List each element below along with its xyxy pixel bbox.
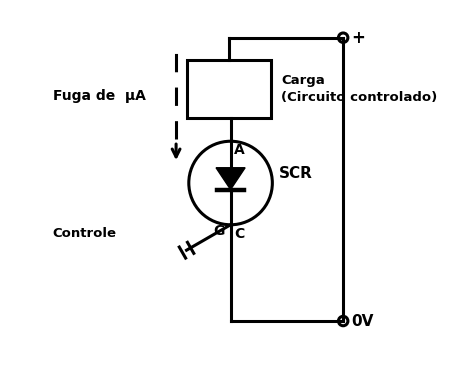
Text: Carga
(Circuito controlado): Carga (Circuito controlado): [282, 74, 438, 104]
Text: 0V: 0V: [351, 314, 374, 329]
Bar: [187, 60, 270, 117]
Text: G: G: [213, 224, 225, 238]
Circle shape: [339, 316, 348, 326]
Text: Controle: Controle: [53, 227, 117, 240]
Text: SCR: SCR: [279, 167, 313, 182]
Polygon shape: [216, 168, 245, 190]
Circle shape: [339, 33, 348, 42]
Text: A: A: [234, 143, 245, 157]
Text: C: C: [234, 227, 244, 240]
Text: +: +: [351, 29, 365, 47]
Text: Fuga de  μA: Fuga de μA: [53, 89, 146, 103]
